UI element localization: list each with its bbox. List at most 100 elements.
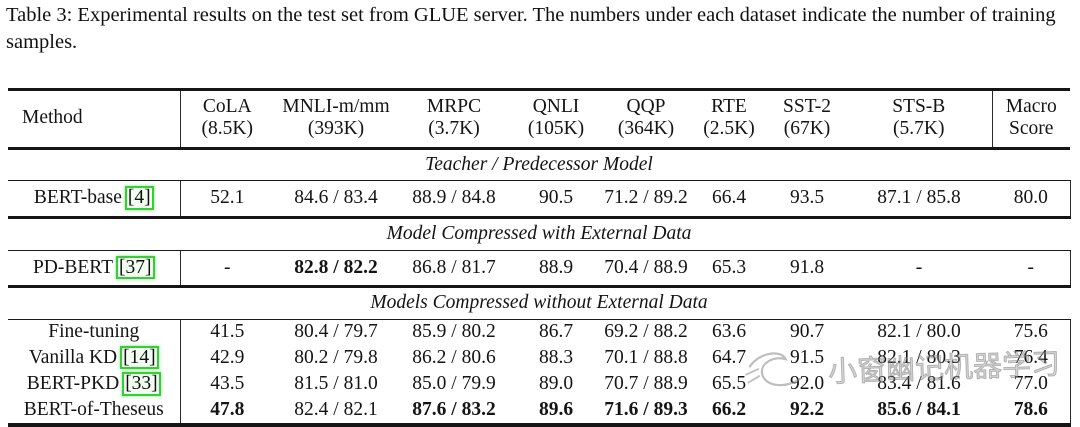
col-header-qqp: QQP (364K) bbox=[602, 89, 690, 150]
value-cell: 82.1 / 80.0 bbox=[877, 321, 961, 343]
citation-link[interactable]: [37] bbox=[116, 255, 155, 280]
col-samples: (364K) bbox=[617, 117, 675, 139]
value-cell: 85.9 / 80.2 bbox=[412, 321, 496, 343]
citation-link[interactable]: [14] bbox=[120, 345, 159, 370]
table-row: BERT-PKD [33] 43.5 81.5 / 81.0 85.0 / 79.9 89… bbox=[8, 371, 1071, 398]
value-cell: 88.9 / 84.8 bbox=[412, 187, 496, 209]
value-cell: 69.2 / 88.2 bbox=[604, 321, 688, 343]
col-header-mrpc: MRPC (3.7K) bbox=[398, 89, 510, 150]
value-cell: 65.3 bbox=[711, 256, 747, 278]
value-cell: 77.0 bbox=[992, 371, 1071, 398]
section-title: Model Compressed with External Data bbox=[8, 215, 1070, 251]
value-cell: 81.5 / 81.0 bbox=[294, 373, 378, 395]
table-row: BERT-of-Theseus 47.8 82.4 / 82.1 87.6 / 83.… bbox=[8, 397, 1071, 425]
value-cell: 87.6 / 83.2 bbox=[412, 398, 496, 420]
paper-screenshot: { "caption": "Table 3: Experimental resu… bbox=[6, 4, 1071, 427]
value-cell: 66.2 bbox=[711, 398, 747, 420]
method-name: BERT-base bbox=[33, 187, 122, 209]
table-row: Fine-tuning 41.5 80.4 / 79.7 85.9 / 80.2 86.… bbox=[8, 319, 1071, 345]
value-cell: 65.5 bbox=[711, 373, 747, 395]
col-label: QNLI bbox=[532, 96, 580, 117]
method-name: BERT-of-Theseus bbox=[23, 398, 164, 420]
col-header-cola: CoLA (8.5K) bbox=[180, 89, 274, 150]
col-samples: (3.7K) bbox=[428, 117, 480, 139]
value-cell: 91.8 bbox=[789, 256, 825, 278]
col-label: RTE bbox=[711, 96, 747, 117]
col-header-qnli: QNLI (105K) bbox=[510, 89, 602, 150]
col-label: MRPC bbox=[426, 96, 482, 117]
col-label: Score bbox=[1009, 117, 1054, 139]
value-cell: 85.6 / 84.1 bbox=[877, 398, 961, 420]
value-cell: 70.1 / 88.8 bbox=[604, 346, 688, 368]
section-row: Model Compressed with External Data bbox=[8, 215, 1070, 251]
value-cell: 85.0 / 79.9 bbox=[412, 373, 496, 395]
value-cell: 88.9 bbox=[538, 256, 574, 278]
value-cell: 90.7 bbox=[789, 321, 825, 343]
col-header-rte: RTE (2.5K) bbox=[690, 89, 768, 150]
value-cell: 78.6 bbox=[992, 397, 1071, 425]
value-cell: 80.4 / 79.7 bbox=[294, 321, 378, 343]
col-samples: (2.5K) bbox=[703, 117, 755, 139]
value-cell: 42.9 bbox=[210, 346, 245, 368]
value-cell: 63.6 bbox=[711, 321, 747, 343]
method-cell: Fine-tuning bbox=[8, 319, 181, 345]
value-cell: 75.6 bbox=[992, 319, 1071, 345]
col-samples: (67K) bbox=[783, 117, 831, 139]
value-cell: 90.5 bbox=[538, 187, 574, 209]
value-cell: 93.5 bbox=[789, 187, 825, 209]
method-cell: Vanilla KD [14] bbox=[8, 344, 181, 372]
value-cell: - bbox=[915, 256, 923, 278]
value-cell: 70.4 / 88.9 bbox=[604, 256, 688, 278]
table-row: PD-BERT [37] - 82.8 / 82.2 86.8 / 81.7 88.9 70… bbox=[8, 250, 1071, 287]
value-cell: 83.4 / 81.6 bbox=[877, 373, 961, 395]
citation-link[interactable]: [4] bbox=[124, 186, 154, 210]
value-cell: 84.6 / 83.4 bbox=[294, 187, 378, 209]
col-samples: (8.5K) bbox=[201, 117, 253, 139]
value-cell: 71.6 / 89.3 bbox=[604, 398, 688, 420]
method-cell: PD-BERT [37] bbox=[8, 250, 181, 287]
value-cell: 92.0 bbox=[789, 373, 825, 395]
header-row: Method CoLA (8.5K) MNLI-m/mm (393K) MRPC… bbox=[8, 89, 1070, 150]
value-cell: 89.6 bbox=[538, 398, 574, 420]
method-name: Fine-tuning bbox=[48, 321, 140, 343]
table-row: Vanilla KD [14] 42.9 80.2 / 79.8 86.2 / 80.6… bbox=[8, 344, 1071, 372]
value-cell: 71.2 / 89.2 bbox=[604, 187, 688, 209]
value-cell: 91.5 bbox=[789, 346, 825, 368]
section-title: Models Compressed without External Data bbox=[8, 285, 1070, 321]
value-cell: - bbox=[224, 256, 231, 278]
col-label: STS-B bbox=[892, 96, 946, 117]
value-cell: 86.7 bbox=[538, 321, 574, 343]
value-cell: 92.2 bbox=[789, 398, 825, 420]
method-cell: BERT-base [4] bbox=[8, 180, 181, 218]
col-header-method: Method bbox=[8, 89, 181, 150]
col-label: Macro bbox=[1005, 96, 1057, 117]
value-cell: 82.4 / 82.1 bbox=[294, 398, 378, 420]
value-cell: 82.8 / 82.2 bbox=[294, 256, 378, 278]
method-cell: BERT-PKD [33] bbox=[8, 371, 181, 398]
citation-link[interactable]: [33] bbox=[122, 372, 161, 396]
table-row: BERT-base [4] 52.1 84.6 / 83.4 88.9 / 84.8 90… bbox=[8, 180, 1071, 218]
col-label: Method bbox=[22, 106, 83, 128]
value-cell: 70.7 / 88.9 bbox=[604, 373, 688, 395]
col-samples: (105K) bbox=[527, 117, 585, 139]
col-header-sst2: SST-2 (67K) bbox=[768, 89, 846, 150]
method-cell: BERT-of-Theseus bbox=[8, 397, 181, 425]
value-cell: 64.7 bbox=[711, 346, 747, 368]
value-cell: 76.4 bbox=[992, 344, 1071, 372]
col-samples: (5.7K) bbox=[893, 117, 945, 139]
value-cell: 80.2 / 79.8 bbox=[294, 346, 378, 368]
results-table: Method CoLA (8.5K) MNLI-m/mm (393K) MRPC… bbox=[8, 88, 1071, 427]
value-cell: 86.2 / 80.6 bbox=[412, 346, 496, 368]
section-row: Teacher / Predecessor Model bbox=[8, 146, 1070, 182]
col-header-macro-score: Macro Score bbox=[992, 89, 1070, 150]
value-cell: 47.8 bbox=[210, 398, 245, 420]
value-cell: 86.8 / 81.7 bbox=[412, 256, 496, 278]
col-label: MNLI-m/mm bbox=[282, 96, 390, 117]
col-samples: (393K) bbox=[307, 117, 365, 139]
value-cell: 80.0 bbox=[992, 180, 1071, 218]
value-cell: 82.1 / 80.3 bbox=[877, 346, 961, 368]
col-label: QQP bbox=[626, 96, 666, 117]
col-label: CoLA bbox=[202, 96, 252, 117]
value-cell: 87.1 / 85.8 bbox=[877, 187, 961, 209]
value-cell: 41.5 bbox=[210, 321, 245, 343]
